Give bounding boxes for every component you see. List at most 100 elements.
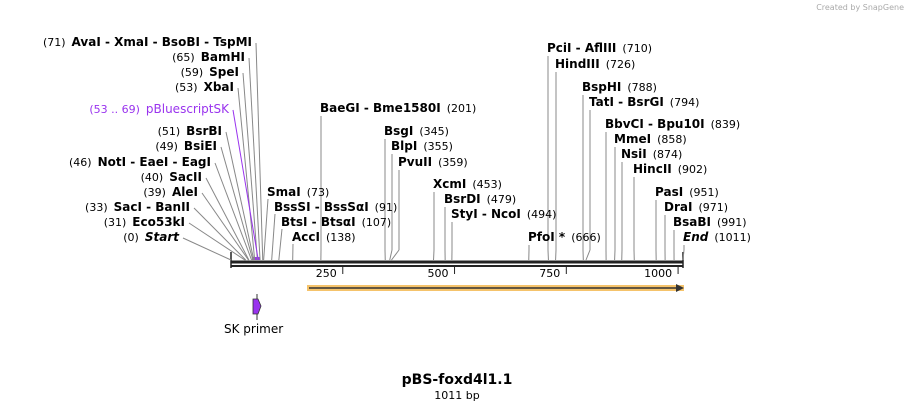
- site-name: BsaBI: [673, 215, 711, 229]
- feature-leader-line: [232, 109, 259, 261]
- site-position: (710): [622, 42, 652, 55]
- site-name: BamHI: [200, 50, 245, 64]
- site-position: (0): [123, 231, 139, 244]
- enzyme-site-label[interactable]: (53) XbaI: [169, 80, 234, 95]
- enzyme-site-label[interactable]: (59) SpeI: [175, 65, 239, 80]
- enzyme-site-label[interactable]: (51) BsrBI: [152, 124, 222, 139]
- enzyme-site-label[interactable]: XcmI (453): [433, 177, 508, 192]
- site-name: BssSI - BssSαI: [274, 200, 369, 214]
- sk-primer-arrow[interactable]: [252, 298, 262, 315]
- enzyme-site-label[interactable]: (71) AvaI - XmaI - BsoBI - TspMI: [37, 35, 252, 50]
- enzyme-site-label[interactable]: (65) BamHI: [166, 50, 245, 65]
- enzyme-site-label[interactable]: (0) Start: [117, 230, 179, 245]
- enzyme-site-label[interactable]: AccI (138): [292, 230, 362, 245]
- site-position: (39): [143, 186, 166, 199]
- site-position: (666): [571, 231, 601, 244]
- site-leader-line: [193, 207, 247, 261]
- scale-tick-label: 750: [539, 267, 561, 280]
- site-position: (49): [155, 140, 178, 153]
- site-position: (839): [710, 118, 741, 131]
- sk-primer-label[interactable]: SK primer: [224, 322, 284, 336]
- site-name: Start: [144, 230, 179, 244]
- feature-label[interactable]: (53 .. 69) pBluescriptSK: [83, 102, 229, 117]
- site-position: (53 .. 69): [89, 103, 140, 116]
- site-position: (902): [677, 163, 708, 176]
- site-position: (726): [605, 58, 636, 71]
- snapgene-credit: Created by SnapGene: [816, 3, 904, 12]
- site-name: AccI: [292, 230, 320, 244]
- sequence-title: pBS-foxd4l1.1: [401, 372, 513, 388]
- pbluescriptsk-feature-mark[interactable]: [252, 257, 260, 260]
- site-name: PvuII: [398, 155, 433, 169]
- enzyme-site-label[interactable]: SmaI (73): [267, 185, 335, 200]
- site-leader-line: [248, 57, 261, 261]
- site-name: MmeI: [614, 132, 652, 146]
- site-leader-line: [682, 249, 685, 261]
- enzyme-site-label[interactable]: (39) AleI: [137, 185, 198, 200]
- site-leader-line: [271, 213, 276, 261]
- enzyme-site-label[interactable]: PciI - AflIII (710): [547, 41, 658, 56]
- enzyme-site-label[interactable]: BtsI - BtsαI (107): [281, 215, 397, 230]
- enzyme-site-label[interactable]: End (1011): [683, 230, 757, 245]
- site-position: (107): [361, 216, 392, 229]
- site-name: NsiI: [621, 147, 647, 161]
- site-leader-line: [214, 162, 253, 261]
- orf-arrow-head: [676, 284, 684, 292]
- enzyme-site-label[interactable]: BsgI (345): [384, 124, 455, 139]
- site-leader-line: [225, 131, 255, 261]
- enzyme-site-label[interactable]: BsaBI (991): [673, 215, 753, 230]
- enzyme-site-label[interactable]: BlpI (355): [391, 139, 459, 154]
- enzyme-site-label[interactable]: NsiI (874): [621, 147, 688, 162]
- enzyme-site-label[interactable]: (33) SacI - BanII: [79, 200, 190, 215]
- site-name: BlpI: [391, 139, 418, 153]
- enzyme-site-label[interactable]: DraI (971): [664, 200, 734, 215]
- site-name: PasI: [655, 185, 684, 199]
- enzyme-site-label[interactable]: HincII (902): [633, 162, 713, 177]
- site-leader-line: [188, 222, 246, 261]
- enzyme-site-label[interactable]: StyI - NcoI (494): [451, 207, 562, 222]
- site-name: HincII: [633, 162, 672, 176]
- site-name: TatI - BsrGI: [589, 95, 664, 109]
- site-position: (33): [85, 201, 108, 214]
- site-name: SacI - BanII: [113, 200, 190, 214]
- enzyme-site-label[interactable]: BssSI - BssSαI (91): [274, 200, 403, 215]
- site-leader-line: [389, 249, 393, 261]
- enzyme-site-label[interactable]: PasI (951): [655, 185, 725, 200]
- enzyme-site-label[interactable]: PfoI * (666): [528, 230, 607, 245]
- site-name: BsrBI: [186, 124, 222, 138]
- enzyme-site-label[interactable]: BspHI (788): [582, 80, 663, 95]
- enzyme-site-label[interactable]: PvuII (359): [398, 155, 474, 170]
- enzyme-site-label[interactable]: (46) NotI - EaeI - EagI: [63, 155, 211, 170]
- enzyme-site-label[interactable]: (40) SacII: [135, 170, 202, 185]
- site-leader-line: [205, 177, 250, 261]
- site-leader-line: [255, 42, 264, 261]
- enzyme-site-label[interactable]: BsrDI (479): [444, 192, 522, 207]
- site-leader-line: [391, 249, 400, 261]
- enzyme-site-label[interactable]: HindIII (726): [555, 57, 641, 72]
- site-leader-line: [242, 72, 258, 261]
- site-position: (51): [157, 125, 181, 138]
- site-position: (355): [423, 140, 453, 153]
- site-name: BbvCI - Bpu10I: [605, 117, 705, 131]
- site-position: (494): [526, 208, 557, 221]
- enzyme-site-label[interactable]: BbvCI - Bpu10I (839): [605, 117, 746, 132]
- site-name: BsgI: [384, 124, 414, 138]
- site-name: Eco53kI: [132, 215, 185, 229]
- site-name: AleI: [171, 185, 198, 199]
- enzyme-site-label[interactable]: (49) BsiEI: [149, 139, 217, 154]
- site-position: (1011): [714, 231, 751, 244]
- site-name: BspHI: [582, 80, 622, 94]
- enzyme-site-label[interactable]: (31) Eco53kI: [98, 215, 185, 230]
- site-position: (991): [717, 216, 747, 229]
- site-name: SpeI: [209, 65, 239, 79]
- site-leader-line: [201, 192, 249, 261]
- site-position: (479): [486, 193, 517, 206]
- site-position: (201): [446, 102, 477, 115]
- site-name: BsiEI: [183, 139, 217, 153]
- enzyme-site-label[interactable]: TatI - BsrGI (794): [589, 95, 705, 110]
- enzyme-site-label[interactable]: BaeGI - Bme1580I (201): [320, 101, 482, 116]
- site-position: (46): [68, 156, 92, 169]
- enzyme-site-label[interactable]: MmeI (858): [614, 132, 693, 147]
- site-position: (53): [175, 81, 198, 94]
